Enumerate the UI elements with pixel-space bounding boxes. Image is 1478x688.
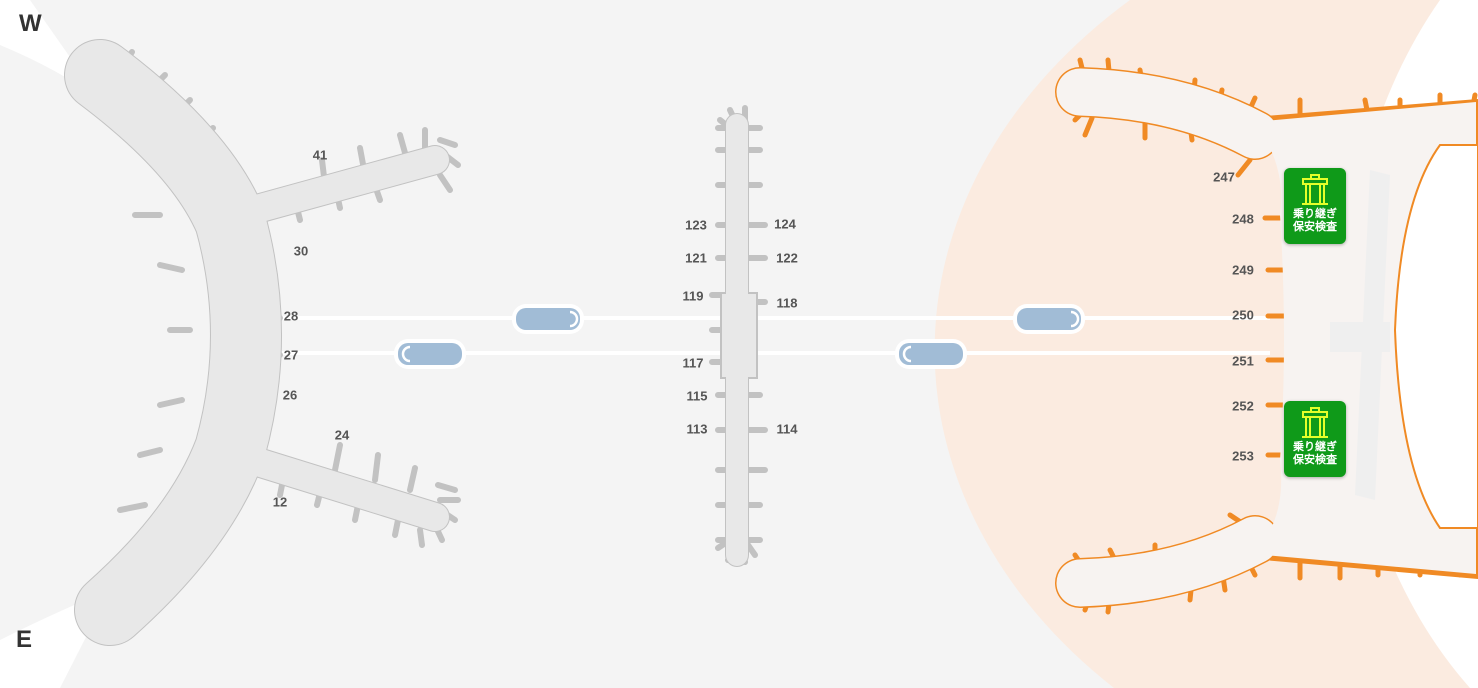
gate-label[interactable]: 28 bbox=[283, 308, 299, 324]
gate-label[interactable]: 247 bbox=[1213, 169, 1235, 185]
gate-label[interactable]: 250 bbox=[1232, 307, 1254, 323]
walkway-pill-3 bbox=[1013, 304, 1085, 334]
gate-label[interactable]: 121 bbox=[685, 250, 707, 266]
compass-w: W bbox=[19, 10, 42, 37]
gate-label[interactable]: 124 bbox=[774, 216, 796, 232]
gate-label[interactable]: 249 bbox=[1232, 262, 1254, 278]
gate-label[interactable]: 252 bbox=[1232, 398, 1254, 414]
gate-label[interactable]: 251 bbox=[1232, 353, 1254, 369]
gate-label[interactable]: 115 bbox=[686, 388, 708, 404]
gate-label[interactable]: 122 bbox=[776, 250, 798, 266]
gate-label[interactable]: 24 bbox=[334, 427, 350, 443]
badge-label-line2: 保安検査 bbox=[1293, 454, 1337, 466]
gate-label[interactable]: 114 bbox=[776, 421, 798, 437]
terminal-1[interactable] bbox=[64, 39, 461, 646]
gate-label[interactable]: 248 bbox=[1232, 211, 1254, 227]
compass-e: E bbox=[16, 626, 33, 653]
gate-label[interactable]: 119 bbox=[682, 288, 704, 304]
security-gate-icon bbox=[1302, 174, 1328, 205]
walkway-pill-2 bbox=[394, 339, 466, 369]
gate-label[interactable]: 12 bbox=[272, 494, 288, 510]
walkway-pill-1 bbox=[512, 304, 584, 334]
gate-label[interactable]: 27 bbox=[283, 347, 299, 363]
gate-label[interactable]: 30 bbox=[293, 243, 309, 259]
gate-label[interactable]: 117 bbox=[682, 355, 704, 371]
security-gate-icon bbox=[1302, 407, 1328, 438]
walkway-pill-4 bbox=[895, 339, 967, 369]
badge-label-line1: 乗り継ぎ bbox=[1293, 208, 1337, 220]
transfer-security-badge[interactable]: 乗り継ぎ 保安検査 bbox=[1284, 168, 1346, 244]
gate-label[interactable]: 118 bbox=[776, 295, 798, 311]
badge-label-line2: 保安検査 bbox=[1293, 221, 1337, 233]
gate-label[interactable]: 41 bbox=[312, 147, 328, 163]
gate-label[interactable]: 113 bbox=[686, 421, 708, 437]
walkway-pills bbox=[394, 304, 1085, 369]
gate-label[interactable]: 123 bbox=[685, 217, 707, 233]
transfer-security-badge[interactable]: 乗り継ぎ 保安検査 bbox=[1284, 401, 1346, 477]
satellite-concourse[interactable] bbox=[709, 105, 768, 567]
gate-label[interactable]: 253 bbox=[1232, 448, 1254, 464]
gate-label[interactable]: 26 bbox=[282, 387, 298, 403]
badge-label-line1: 乗り継ぎ bbox=[1293, 441, 1337, 453]
